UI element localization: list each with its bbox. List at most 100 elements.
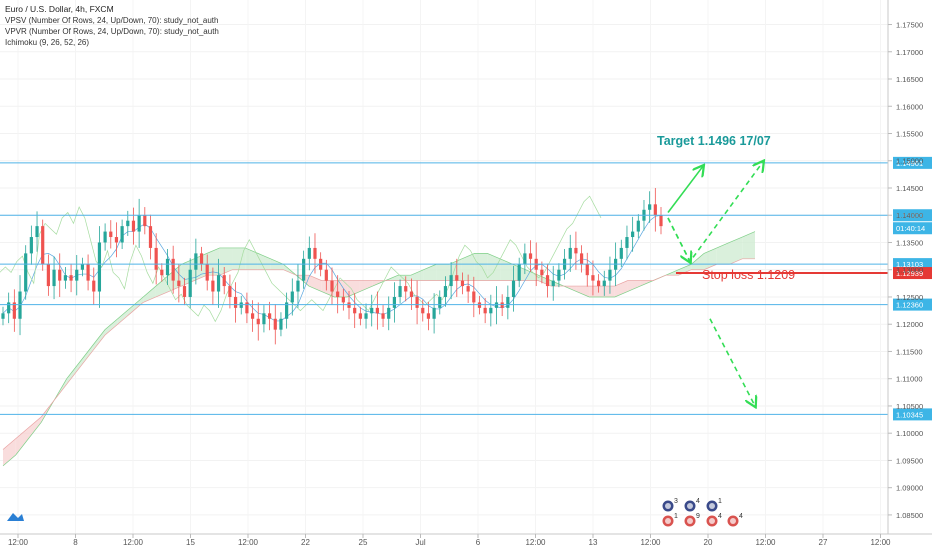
- cloud-segment: [487, 253, 501, 281]
- annotations: Target 1.1496 17/07 Stop loss 1.1209: [657, 134, 795, 282]
- x-tick-label: 12:00: [755, 538, 776, 547]
- candle-body: [579, 253, 584, 265]
- y-tick-label: 1.12000: [896, 320, 923, 329]
- candle-body: [574, 247, 578, 254]
- candle-body: [591, 275, 595, 281]
- candle-body: [415, 296, 419, 308]
- event-badge[interactable]: 4: [726, 513, 743, 528]
- candle-body: [279, 318, 283, 330]
- candle-body: [143, 215, 147, 227]
- candle-body: [489, 307, 493, 314]
- price-tag-label: 1.10345: [896, 410, 923, 419]
- candle-body: [41, 226, 45, 265]
- candle-body: [506, 296, 510, 308]
- price-tag-label: 1.12360: [896, 301, 923, 310]
- cloud-segment: [117, 307, 131, 325]
- y-axis-ticks: 1.17500 1.17000 1.16500 1.16000 1.15500 1.150…: [888, 21, 923, 520]
- y-tick-label: 1.10000: [896, 429, 923, 438]
- candle-body: [273, 318, 277, 330]
- candle-body: [545, 275, 550, 287]
- candle-body: [455, 275, 459, 281]
- x-tick-label: 8: [73, 538, 78, 547]
- y-tick-label: 1.17000: [896, 48, 923, 57]
- candle-body: [154, 247, 158, 270]
- y-tick-label: 1.14500: [896, 184, 923, 193]
- tradingview-logo[interactable]: [7, 513, 24, 521]
- x-tick-label: 12:00: [870, 538, 891, 547]
- event-badge-count: 9: [696, 513, 700, 520]
- candle-body: [568, 247, 572, 259]
- candle-body: [171, 258, 175, 281]
- candle-body: [364, 313, 368, 319]
- price-tag-label: 1.14000: [896, 211, 923, 220]
- y-tick-label: 1.13500: [896, 238, 923, 247]
- candle-body: [421, 307, 425, 314]
- candle-body: [75, 269, 79, 281]
- candle-body: [472, 291, 476, 303]
- symbol-title[interactable]: Euro / U.S. Dollar, 4h, FXCM: [5, 4, 114, 14]
- cloud-segment: [627, 280, 641, 292]
- y-tick-label: 1.16000: [896, 102, 923, 111]
- stop-loss-annotation[interactable]: Stop loss 1.1209: [702, 268, 795, 282]
- y-tick-label: 1.11500: [896, 347, 923, 356]
- candle-body: [324, 269, 328, 281]
- cloud-segment: [359, 280, 373, 292]
- cloud-segment: [79, 346, 93, 368]
- event-badge[interactable]: 1: [661, 513, 678, 528]
- candle-body: [409, 291, 414, 297]
- candle-body: [449, 275, 453, 287]
- projection-down-scenario[interactable]: [709, 318, 755, 406]
- candle-body: [29, 237, 33, 254]
- projection-up-to-target[interactable]: [667, 166, 703, 213]
- candle-body: [585, 264, 589, 276]
- event-badge[interactable]: 1: [705, 498, 722, 513]
- candle-body: [126, 220, 130, 227]
- y-tick-label: 1.10500: [896, 402, 923, 411]
- candle-body: [80, 264, 85, 270]
- countdown-tag: [893, 222, 932, 235]
- projection-pullback-arrow[interactable]: [667, 217, 690, 262]
- candle-body: [653, 204, 657, 216]
- x-tick-label: 27: [819, 538, 828, 547]
- candle-body: [443, 286, 448, 297]
- candle-body: [432, 307, 436, 319]
- cloud-segment: [66, 362, 80, 385]
- event-badge[interactable]: 9: [683, 513, 700, 528]
- candles: [1, 187, 663, 345]
- x-tick-label: 22: [301, 538, 310, 547]
- x-tick-label: 13: [589, 538, 598, 547]
- study-ichimoku[interactable]: Ichimoku (9, 26, 52, 26): [5, 38, 90, 47]
- x-tick-label: 25: [359, 538, 368, 547]
- cloud-segment: [423, 264, 437, 281]
- event-badge[interactable]: 4: [705, 513, 722, 528]
- candle-body: [165, 258, 170, 276]
- candle-body: [438, 296, 442, 308]
- x-tick-label: 12:00: [238, 538, 259, 547]
- x-tick-label: 12:00: [640, 538, 661, 547]
- y-tick-label: 1.12500: [896, 293, 923, 302]
- projection-arrows[interactable]: [667, 162, 763, 406]
- event-badge[interactable]: 3: [661, 498, 678, 513]
- study-vpsv[interactable]: VPSV (Number Of Rows, 24, Up/Down, 70): …: [5, 16, 219, 25]
- candle-body: [109, 231, 113, 238]
- candle-body: [69, 275, 73, 281]
- cloud-segment: [576, 286, 590, 297]
- event-badge-count: 4: [696, 498, 700, 505]
- cloud-segment: [461, 253, 475, 281]
- x-tick-label: Jul: [415, 538, 425, 547]
- event-badge[interactable]: 4: [683, 498, 700, 513]
- candle-body: [557, 269, 561, 281]
- cloud-segment: [308, 275, 322, 292]
- candle-body: [194, 253, 198, 270]
- x-tick-label: 12:00: [525, 538, 546, 547]
- y-tick-label: 1.15000: [896, 157, 923, 166]
- y-tick-label: 1.11000: [896, 375, 923, 384]
- study-vpvr[interactable]: VPVR (Number Of Rows, 24, Up/Down, 70): …: [5, 27, 219, 36]
- candle-body: [625, 237, 629, 248]
- target-annotation[interactable]: Target 1.1496 17/07: [657, 134, 771, 148]
- price-tag-label: 1.12939: [896, 269, 923, 278]
